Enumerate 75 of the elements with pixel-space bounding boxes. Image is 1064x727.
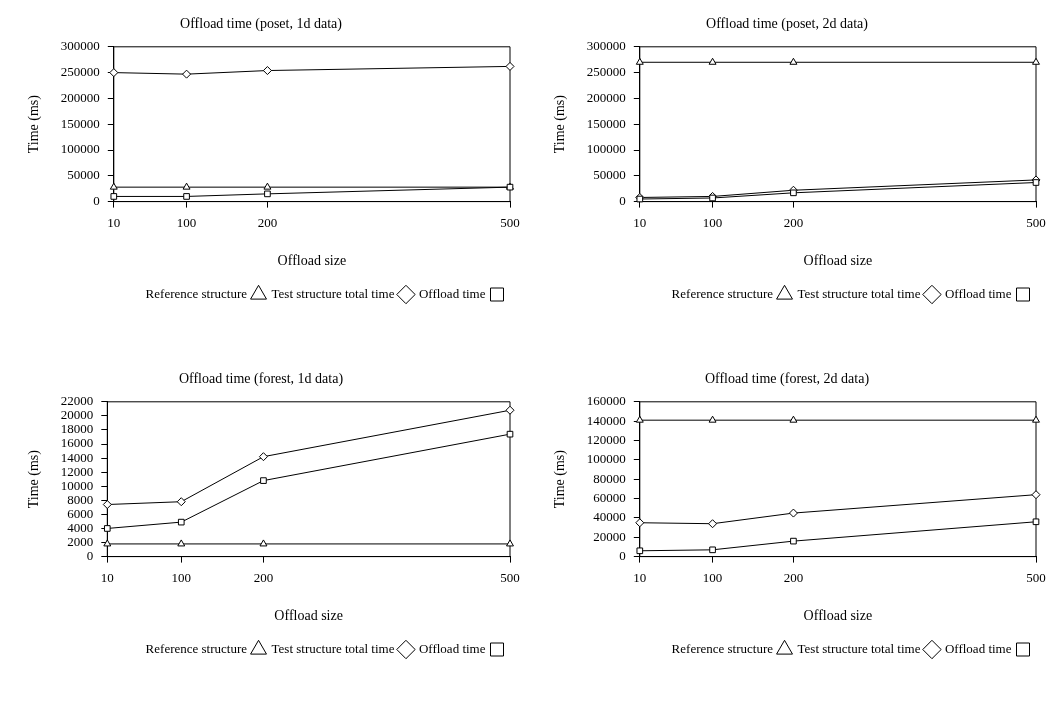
legend-label: Offload time (944, 285, 1012, 301)
y-axis-title: Time (ms) (26, 94, 43, 154)
x-tick-label: 200 (253, 569, 274, 585)
x-axis-title: Offload size (803, 608, 873, 624)
chart-title: Offload time (forest, 2d data) (704, 371, 870, 388)
x-tick-label: 100 (702, 569, 723, 585)
x-tick-label: 200 (783, 214, 804, 230)
x-tick-label: 10 (633, 569, 647, 585)
y-tick-label: 40000 (593, 509, 626, 525)
y-tick-label: 2000 (67, 533, 94, 549)
y-tick-label: 80000 (593, 470, 626, 486)
chart-title: Offload time (poset, 2d data) (706, 16, 869, 33)
y-tick-label: 300000 (60, 38, 100, 54)
y-tick-label: 100000 (60, 141, 100, 157)
x-tick-label: 200 (257, 214, 278, 230)
y-tick-label: 4000 (67, 519, 94, 535)
y-axis-title: Time (ms) (552, 449, 569, 509)
x-tick-label: 100 (171, 569, 192, 585)
y-tick-label: 100000 (586, 451, 626, 467)
x-axis-title: Offload size (277, 253, 347, 269)
legend-label: Test structure total time (271, 640, 395, 656)
y-tick-label: 20000 (60, 407, 94, 423)
legend-label: Test structure total time (271, 285, 395, 301)
y-tick-label: 140000 (586, 412, 626, 428)
y-tick-label: 50000 (593, 167, 626, 183)
y-tick-label: 10000 (60, 477, 94, 493)
legend-label: Reference structure (671, 640, 774, 656)
y-tick-label: 200000 (586, 89, 626, 105)
y-tick-label: 14000 (60, 449, 94, 465)
y-tick-label: 0 (86, 548, 94, 564)
y-tick-label: 0 (619, 193, 626, 209)
legend-label: Offload time (418, 640, 486, 656)
y-tick-label: 60000 (593, 489, 626, 505)
legend-label: Offload time (944, 640, 1012, 656)
y-tick-label: 250000 (60, 64, 100, 80)
y-axis-title: Time (ms) (552, 94, 569, 154)
y-tick-label: 0 (93, 193, 100, 209)
y-tick-label: 16000 (60, 435, 94, 451)
x-axis-title: Offload size (803, 253, 873, 269)
x-tick-label: 10 (107, 214, 121, 230)
x-tick-label: 10 (100, 569, 114, 585)
y-axis-title: Time (ms) (26, 449, 43, 509)
y-tick-label: 50000 (67, 167, 100, 183)
y-tick-label: 12000 (60, 463, 94, 479)
x-axis-title: Offload size (274, 608, 343, 624)
x-tick-label: 500 (1026, 569, 1046, 585)
x-tick-label: 10 (633, 214, 647, 230)
y-tick-label: 0 (619, 548, 626, 564)
x-tick-label: 200 (783, 569, 804, 585)
y-tick-label: 22000 (60, 393, 94, 409)
legend-label: Reference structure (145, 640, 248, 656)
legend-label: Reference structure (671, 285, 774, 301)
x-tick-label: 500 (1026, 214, 1046, 230)
x-tick-label: 500 (500, 569, 520, 585)
y-tick-label: 120000 (586, 431, 626, 447)
y-tick-label: 150000 (60, 115, 100, 131)
y-tick-label: 18000 (60, 421, 94, 437)
x-tick-label: 500 (500, 214, 520, 230)
y-tick-label: 6000 (67, 505, 94, 521)
y-tick-label: 20000 (593, 528, 626, 544)
chart-title: Offload time (poset, 1d data) (180, 16, 343, 33)
y-tick-label: 160000 (586, 393, 626, 409)
chart-title: Offload time (forest, 1d data) (178, 371, 344, 388)
legend-label: Reference structure (145, 285, 248, 301)
y-tick-label: 100000 (586, 141, 626, 157)
y-tick-label: 200000 (60, 89, 100, 105)
x-tick-label: 100 (176, 214, 197, 230)
x-tick-label: 100 (702, 214, 723, 230)
y-tick-label: 8000 (67, 491, 94, 507)
legend-label: Test structure total time (797, 640, 921, 656)
y-tick-label: 300000 (586, 38, 626, 54)
legend-label: Offload time (418, 285, 486, 301)
y-tick-label: 250000 (586, 64, 626, 80)
y-tick-label: 150000 (586, 115, 626, 131)
legend-label: Test structure total time (797, 285, 921, 301)
